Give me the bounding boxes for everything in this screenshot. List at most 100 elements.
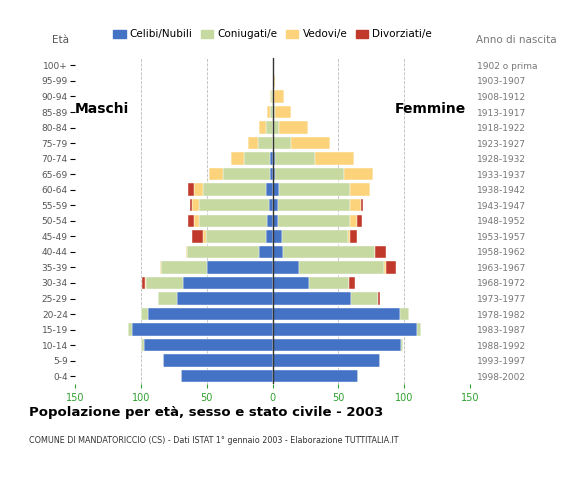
Bar (273, 106, 275, 118)
Bar (266, 183, 273, 196)
Bar (378, 292, 380, 305)
Bar (270, 168, 273, 180)
Bar (273, 90, 274, 103)
Bar (347, 230, 350, 242)
Bar (266, 230, 273, 242)
Bar (190, 199, 193, 212)
Bar (258, 137, 273, 149)
Bar (299, 261, 385, 274)
Bar (199, 215, 267, 227)
Bar (266, 121, 273, 134)
Bar (273, 308, 400, 320)
Bar (273, 183, 279, 196)
Bar (278, 199, 350, 212)
Bar (417, 324, 421, 336)
Bar (273, 277, 309, 289)
Bar (158, 292, 177, 305)
Bar (350, 183, 370, 196)
Bar (273, 354, 380, 367)
Bar (375, 246, 386, 258)
Bar (199, 199, 269, 212)
Bar (273, 261, 299, 274)
Bar (194, 183, 203, 196)
Bar (343, 168, 372, 180)
Bar (279, 121, 308, 134)
Legend: Celibi/Nubili, Coniugati/e, Vedovi/e, Divorziati/e: Celibi/Nubili, Coniugati/e, Vedovi/e, Di… (109, 25, 436, 44)
Bar (267, 106, 270, 118)
Bar (315, 153, 354, 165)
Bar (273, 215, 278, 227)
Bar (351, 292, 378, 305)
Text: COMUNE DI MANDATORICCIO (CS) - Dati ISTAT 1° gennaio 2003 - Elaborazione TUTTITA: COMUNE DI MANDATORICCIO (CS) - Dati ISTA… (29, 436, 398, 445)
Bar (273, 339, 401, 351)
Bar (273, 370, 358, 383)
Bar (269, 199, 273, 212)
Bar (271, 90, 273, 103)
Bar (309, 277, 349, 289)
Bar (209, 168, 223, 180)
Bar (273, 199, 278, 212)
Bar (291, 137, 331, 149)
Bar (401, 339, 403, 351)
Bar (180, 370, 273, 383)
Bar (259, 121, 266, 134)
Bar (161, 261, 207, 274)
Bar (282, 230, 347, 242)
Bar (350, 215, 357, 227)
Bar (273, 75, 275, 87)
Bar (143, 277, 145, 289)
Bar (148, 308, 273, 320)
Bar (273, 246, 283, 258)
Bar (248, 137, 258, 149)
Bar (141, 308, 148, 320)
Bar (144, 339, 273, 351)
Bar (400, 308, 409, 320)
Bar (270, 90, 271, 103)
Bar (187, 246, 259, 258)
Bar (276, 106, 291, 118)
Bar (193, 230, 203, 242)
Bar (128, 324, 132, 336)
Bar (145, 277, 146, 289)
Bar (267, 215, 273, 227)
Bar (273, 168, 275, 180)
Bar (183, 277, 273, 289)
Bar (276, 168, 343, 180)
Bar (273, 230, 282, 242)
Bar (273, 292, 351, 305)
Bar (349, 277, 356, 289)
Bar (350, 230, 357, 242)
Bar (186, 246, 187, 258)
Bar (207, 261, 273, 274)
Bar (164, 354, 273, 367)
Bar (273, 137, 291, 149)
Bar (203, 230, 205, 242)
Text: Età: Età (52, 35, 69, 45)
Text: Femmine: Femmine (395, 102, 466, 116)
Bar (273, 121, 279, 134)
Bar (194, 215, 199, 227)
Text: Anno di nascita: Anno di nascita (476, 35, 557, 45)
Bar (283, 246, 375, 258)
Bar (177, 292, 273, 305)
Bar (361, 199, 363, 212)
Bar (141, 339, 144, 351)
Bar (273, 324, 417, 336)
Bar (385, 261, 386, 274)
Bar (270, 153, 273, 165)
Bar (276, 153, 315, 165)
Bar (273, 153, 275, 165)
Bar (278, 215, 350, 227)
Bar (146, 277, 183, 289)
Bar (205, 230, 266, 242)
Text: Maschi: Maschi (75, 102, 129, 116)
Bar (244, 153, 270, 165)
Bar (160, 261, 161, 274)
Bar (259, 246, 273, 258)
Bar (230, 153, 244, 165)
Text: Popolazione per età, sesso e stato civile - 2003: Popolazione per età, sesso e stato civil… (29, 406, 383, 419)
Bar (270, 106, 273, 118)
Bar (203, 183, 266, 196)
Bar (279, 183, 350, 196)
Bar (274, 90, 284, 103)
